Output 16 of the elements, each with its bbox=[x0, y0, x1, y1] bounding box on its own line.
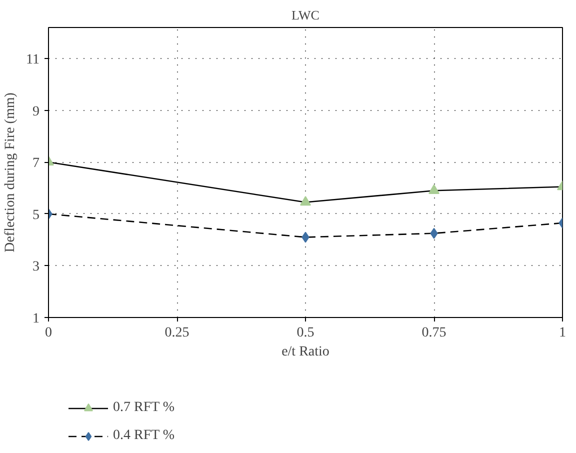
x-tick-label: 0.75 bbox=[422, 326, 446, 340]
y-axis-title: Deflection during Fire (mm) bbox=[3, 92, 18, 252]
chart-title: LWC bbox=[292, 8, 320, 22]
x-tick-label: 0.5 bbox=[296, 326, 314, 340]
x-axis-title: e/t Ratio bbox=[282, 344, 330, 360]
y-tick-label: 1 bbox=[32, 312, 40, 326]
legend-label: 0.4 RFT % bbox=[113, 428, 175, 444]
y-tick-label: 3 bbox=[32, 260, 40, 275]
x-tick-label: 1 bbox=[559, 326, 566, 340]
y-tick-label: 7 bbox=[32, 156, 40, 172]
legend-label: 0.7 RFT % bbox=[113, 400, 175, 416]
x-tick-label: 0.25 bbox=[164, 326, 190, 340]
y-tick-label: 5 bbox=[32, 208, 40, 223]
y-tick-label: 9 bbox=[32, 104, 40, 120]
x-tick-label: 0 bbox=[45, 326, 52, 340]
y-tick-label: 11 bbox=[26, 52, 40, 68]
